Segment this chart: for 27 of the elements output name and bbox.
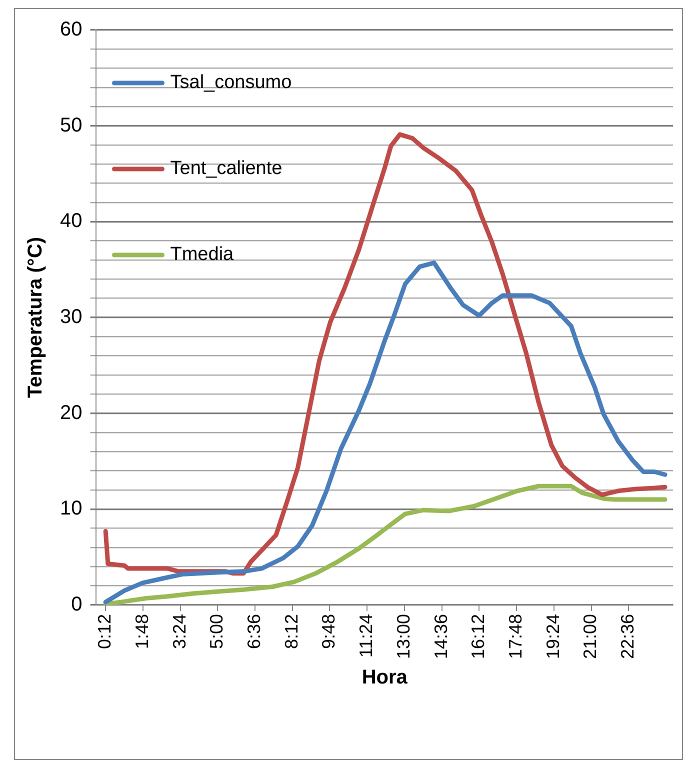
x-tick-label: 19:24 xyxy=(542,614,563,660)
y-tick-label: 40 xyxy=(60,210,82,232)
y-tick-label: 50 xyxy=(60,114,82,136)
y-tick-label: 30 xyxy=(60,306,82,328)
x-tick-label: 9:48 xyxy=(318,614,339,650)
x-tick-label: 6:36 xyxy=(244,614,264,650)
x-tick-label: 3:24 xyxy=(169,614,190,650)
x-tick-label: 22:36 xyxy=(618,614,638,660)
y-tick-label: 10 xyxy=(60,498,82,520)
x-tick-label: 11:24 xyxy=(356,614,376,658)
legend-label: Tsal_consumo xyxy=(170,72,292,94)
x-tick-label: 21:00 xyxy=(580,614,600,660)
y-tick-label: 0 xyxy=(71,593,82,616)
legend-label: Tmedia xyxy=(170,244,234,266)
x-tick-label: 14:36 xyxy=(430,614,451,660)
x-tick-label: 13:00 xyxy=(393,614,414,660)
x-tick-label: 16:12 xyxy=(468,614,488,660)
legend-label: Tent_caliente xyxy=(170,158,282,180)
y-axis-title: Temperatura (°C) xyxy=(24,236,47,398)
x-tick-label: 8:12 xyxy=(281,614,302,650)
y-tick-label: 20 xyxy=(60,402,82,424)
x-axis-title: Hora xyxy=(362,666,408,689)
x-tick-label: 1:48 xyxy=(132,614,152,650)
x-tick-label: 0:12 xyxy=(94,614,115,650)
x-tick-label: 5:00 xyxy=(206,614,227,650)
y-tick-label: 60 xyxy=(60,18,82,41)
x-tick-label: 17:48 xyxy=(506,614,526,660)
